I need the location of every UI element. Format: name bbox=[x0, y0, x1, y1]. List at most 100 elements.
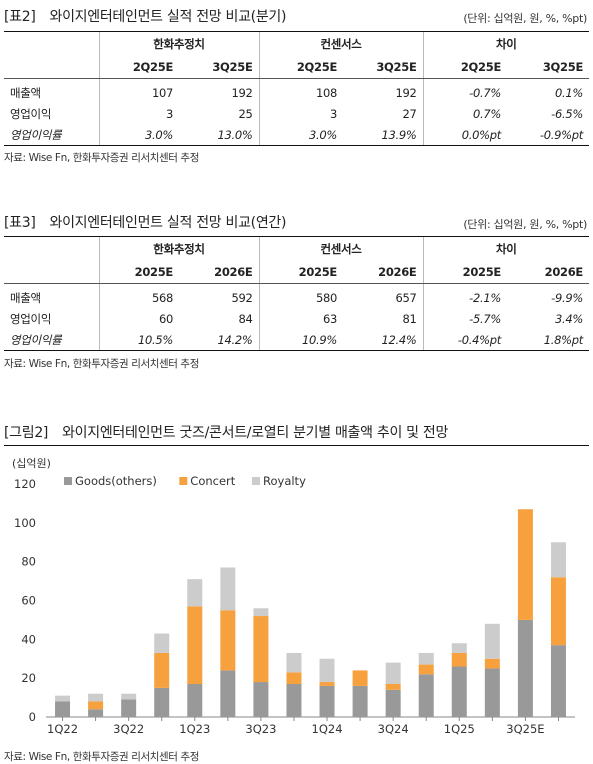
column-header: 2026E bbox=[507, 261, 589, 284]
figure2-number: [그림2] bbox=[4, 425, 49, 441]
y-tick-label: 100 bbox=[14, 516, 36, 530]
table-cell: 657 bbox=[395, 290, 417, 305]
bar-segment bbox=[187, 606, 203, 684]
table2-number: [표2] bbox=[4, 9, 36, 25]
legend-swatch bbox=[252, 477, 260, 485]
corner-cell bbox=[4, 236, 99, 261]
row-label: 영업이익 bbox=[10, 106, 52, 121]
bar-segment bbox=[418, 664, 434, 675]
table-cell: 13.0% bbox=[179, 124, 259, 146]
bar-segment bbox=[550, 577, 566, 646]
table-cell: 192 bbox=[231, 85, 253, 100]
table2-title-text: 와이지엔터테인먼트 실적 전망 비교(분기) bbox=[49, 9, 287, 25]
bar-segment bbox=[88, 701, 104, 710]
legend-label: Goods(others) bbox=[75, 474, 157, 488]
corner-cell bbox=[4, 31, 99, 56]
figure2-title: [그림2] 와이지엔터테인먼트 굿즈/콘서트/로열티 분기별 매출액 추이 및 전… bbox=[4, 422, 448, 442]
table3-number: [표3] bbox=[4, 215, 36, 231]
table-cell: -5.7% bbox=[422, 308, 507, 329]
table-cell: 13.9% bbox=[343, 124, 423, 146]
bar-segment bbox=[451, 643, 467, 653]
legend-label: Concert bbox=[190, 474, 235, 488]
bar-segment bbox=[55, 695, 71, 702]
x-tick-label: 1Q25 bbox=[444, 722, 475, 736]
figure2-source: 자료: Wise Fn, 한화투자증권 리서치센터 추정 bbox=[4, 751, 199, 763]
group-header: 한화추정치 bbox=[98, 236, 259, 261]
bar-segment bbox=[220, 567, 236, 611]
bar-segment bbox=[154, 652, 170, 688]
table-cell: -2.1% bbox=[422, 283, 507, 308]
table3: 한화추정치 컨센서스 차이 2025E 2026E 2025E 2026E 20… bbox=[4, 236, 589, 351]
table-cell: -6.5% bbox=[551, 106, 583, 121]
bar-segment bbox=[253, 608, 269, 617]
table-cell: 580 bbox=[258, 283, 343, 308]
table-cell: 0.7% bbox=[422, 103, 507, 124]
bar-segment bbox=[385, 689, 401, 717]
table3-unit: (단위: 십억원, 원, %, %pt) bbox=[463, 218, 587, 231]
table2-title: [표2] 와이지엔터테인먼트 실적 전망 비교(분기) bbox=[4, 6, 286, 26]
column-header: 3Q25E bbox=[179, 56, 259, 79]
y-tick-label: 80 bbox=[21, 555, 36, 569]
bar-segment bbox=[88, 709, 104, 717]
table-cell: 84 bbox=[238, 311, 253, 326]
column-header: 2Q25E bbox=[98, 56, 179, 79]
bar-segment bbox=[484, 658, 500, 669]
table-cell: 25 bbox=[238, 106, 253, 121]
figure2-title-text: 와이지엔터테인먼트 굿즈/콘서트/로열티 분기별 매출액 추이 및 전망 bbox=[62, 425, 449, 441]
table2-subheader-row: 2Q25E 3Q25E 2Q25E 3Q25E 2Q25E 3Q25E bbox=[4, 56, 589, 79]
bar-segment bbox=[220, 670, 236, 717]
bar-segment bbox=[55, 701, 71, 717]
table-cell: 63 bbox=[258, 308, 343, 329]
corner-cell bbox=[4, 56, 99, 79]
row-label: 영업이익 bbox=[10, 311, 52, 326]
bar-segment bbox=[154, 633, 170, 653]
bar-segment bbox=[451, 666, 467, 717]
table-cell: 3.0% bbox=[98, 124, 179, 146]
table-cell: 568 bbox=[98, 283, 179, 308]
table2-source: 자료: Wise Fn, 한화투자증권 리서치센터 추정 bbox=[4, 152, 199, 164]
table-cell: 3 bbox=[258, 103, 343, 124]
table3-title-text: 와이지엔터테인먼트 실적 전망 비교(연간) bbox=[49, 215, 287, 231]
table2-unit: (단위: 십억원, 원, %, %pt) bbox=[463, 12, 587, 25]
bar-segment bbox=[121, 699, 137, 717]
group-header: 차이 bbox=[422, 31, 589, 56]
column-header: 2025E bbox=[258, 261, 343, 284]
bar-segment bbox=[352, 685, 368, 717]
y-axis-label: (십억원) bbox=[12, 457, 51, 470]
bar-segment bbox=[286, 652, 302, 673]
x-tick-label: 3Q22 bbox=[113, 722, 144, 736]
table-cell: 12.4% bbox=[343, 329, 423, 351]
table-cell: 10.9% bbox=[258, 329, 343, 351]
column-header: 2026E bbox=[343, 261, 423, 284]
legend-swatch bbox=[179, 477, 188, 485]
bar-segment bbox=[418, 674, 434, 717]
bar-segment bbox=[550, 542, 566, 578]
bar-segment bbox=[451, 652, 467, 667]
bar-segment bbox=[319, 682, 335, 686]
bar-segment bbox=[550, 645, 566, 717]
table-cell: 3.0% bbox=[258, 124, 343, 146]
x-tick-label: 1Q23 bbox=[179, 722, 210, 736]
table-cell: 0.1% bbox=[554, 85, 583, 100]
table-row: 영업이익 60 84 63 81 -5.7% 3.4% bbox=[4, 308, 589, 329]
table-row: 영업이익률 10.5% 14.2% 10.9% 12.4% -0.4%pt 1.… bbox=[4, 329, 589, 351]
row-label: 매출액 bbox=[10, 85, 41, 100]
bar-segment bbox=[517, 509, 533, 620]
y-tick-label: 40 bbox=[21, 632, 36, 646]
table3-group-row: 한화추정치 컨센서스 차이 bbox=[4, 236, 589, 261]
column-header: 3Q25E bbox=[343, 56, 423, 79]
table-cell: -0.7% bbox=[422, 78, 507, 103]
bar-segment bbox=[187, 579, 203, 607]
table-cell: 60 bbox=[98, 308, 179, 329]
table-cell: 27 bbox=[402, 106, 417, 121]
group-header: 한화추정치 bbox=[98, 31, 259, 56]
table-cell: 14.2% bbox=[179, 329, 259, 351]
bar-segment bbox=[385, 662, 401, 684]
group-header: 차이 bbox=[422, 236, 589, 261]
table-row: 매출액 107 192 108 192 -0.7% 0.1% bbox=[4, 78, 589, 103]
table-cell: 192 bbox=[395, 85, 417, 100]
table2-group-row: 한화추정치 컨센서스 차이 bbox=[4, 31, 589, 56]
bar-segment bbox=[319, 658, 335, 683]
bar-segment bbox=[121, 693, 137, 700]
group-header: 컨센서스 bbox=[258, 236, 423, 261]
